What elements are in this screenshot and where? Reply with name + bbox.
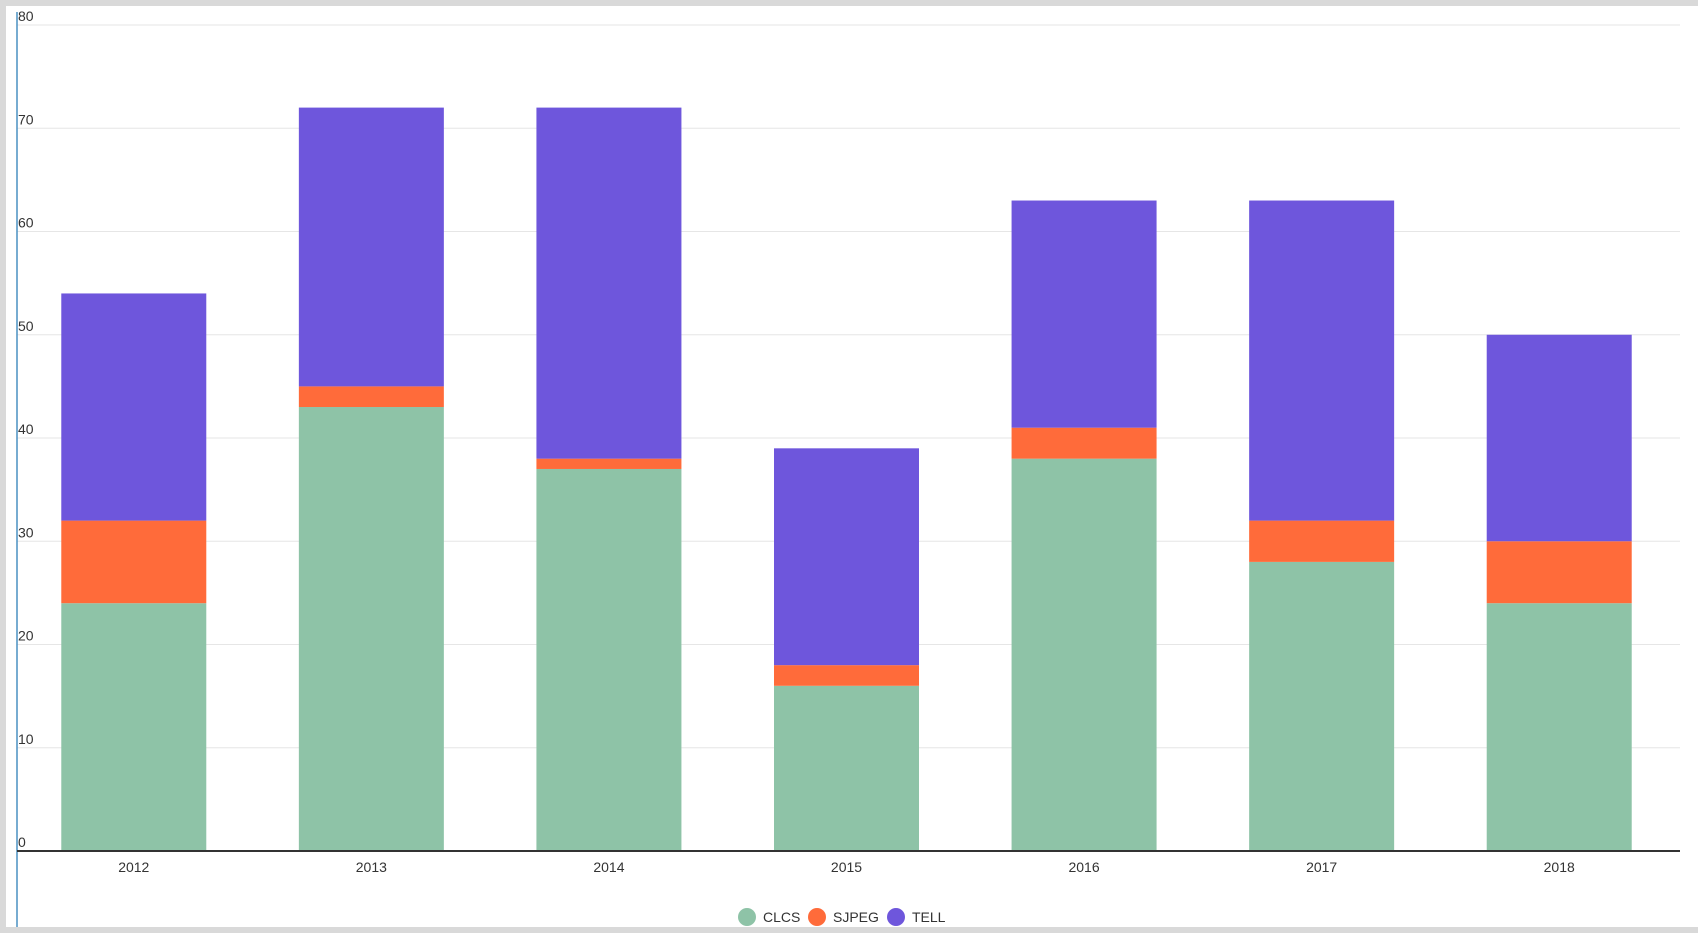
bar-clcs-2016[interactable] [1011,458,1157,851]
legend[interactable]: CLCS SJPEG TELL [738,908,946,926]
y-tick-label: 40 [18,421,34,437]
y-tick-label: 20 [18,628,34,644]
x-tick-label: 2016 [1068,859,1099,875]
bar-clcs-2013[interactable] [298,407,444,851]
x-tick-label: 2012 [118,859,149,875]
legend-swatch [808,908,826,926]
bar-sjpeg-2013[interactable] [298,386,444,408]
x-tick-label: 2018 [1544,859,1575,875]
x-axis-ticks: 2012 2013 2014 2015 2016 2017 2018 [118,859,1575,875]
bar-sjpeg-2015[interactable] [774,665,919,686]
legend-swatch [738,908,756,926]
y-tick-label: 70 [18,111,34,127]
bar-tell-2013[interactable] [298,107,444,387]
bar-tell-2015[interactable] [774,448,919,666]
legend-swatch [887,908,905,926]
bar-clcs-2018[interactable] [1486,603,1632,851]
legend-label: CLCS [763,909,800,925]
bar-tell-2016[interactable] [1011,200,1157,428]
x-tick-label: 2013 [356,859,387,875]
legend-item-clcs[interactable]: CLCS [738,908,800,926]
legend-label: TELL [912,909,946,925]
y-tick-label: 50 [18,318,34,334]
legend-item-sjpeg[interactable]: SJPEG [808,908,879,926]
legend-label: SJPEG [833,909,879,925]
bar-sjpeg-2016[interactable] [1011,427,1157,459]
bar-tell-2012[interactable] [61,293,207,521]
y-axis-ticks: 0 10 20 30 40 50 60 70 80 [18,8,34,850]
y-tick-label: 80 [18,8,34,24]
bar-clcs-2012[interactable] [61,603,207,851]
bar-tell-2017[interactable] [1249,200,1395,521]
x-tick-label: 2014 [593,859,624,875]
bar-sjpeg-2018[interactable] [1486,541,1632,604]
bar-tell-2018[interactable] [1486,334,1632,542]
x-tick-label: 2017 [1306,859,1337,875]
bar-sjpeg-2012[interactable] [61,520,207,604]
y-tick-label: 30 [18,524,34,540]
y-tick-label: 10 [18,731,34,747]
x-tick-label: 2015 [831,859,862,875]
bar-sjpeg-2017[interactable] [1249,520,1395,562]
bar-clcs-2015[interactable] [774,685,919,851]
bar-sjpeg-2014[interactable] [536,458,682,469]
bar-clcs-2017[interactable] [1249,561,1395,851]
bars [61,107,1632,851]
y-tick-label: 60 [18,215,34,231]
legend-item-tell[interactable]: TELL [887,908,946,926]
bar-clcs-2014[interactable] [536,468,682,851]
bar-tell-2014[interactable] [536,107,682,459]
y-tick-label: 0 [18,834,26,850]
